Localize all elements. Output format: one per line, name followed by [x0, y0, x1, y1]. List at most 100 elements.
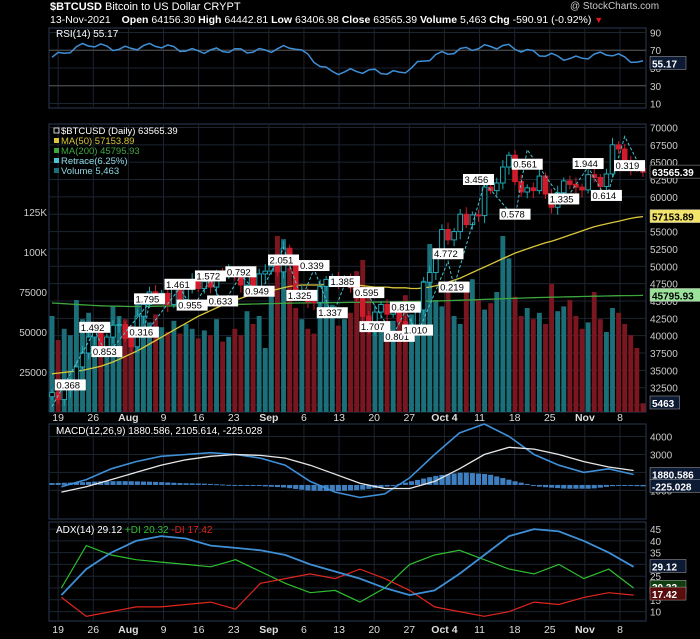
minus-di-badge: 17.42 — [652, 590, 677, 601]
retrace-label-bg — [614, 160, 645, 172]
volume-bar — [104, 336, 110, 412]
macd-histogram-bar — [530, 484, 536, 486]
retrace-label: 0.339 — [300, 261, 324, 272]
x-axis-label-bottom: 19 — [52, 624, 64, 636]
open-label: Open — [121, 14, 149, 26]
chg-label: Chg — [489, 14, 510, 26]
x-axis-label: 6 — [301, 412, 307, 424]
x-axis-label-bottom: Nov — [575, 624, 595, 636]
volume-bar — [543, 324, 548, 412]
macd-histogram-bar — [341, 484, 348, 491]
x-axis-label-bottom: 9 — [161, 624, 167, 636]
candle-body-up — [585, 174, 591, 191]
high-label: High — [198, 14, 222, 26]
macd-histogram-bar — [165, 482, 171, 485]
retrace-label: 1.325 — [288, 291, 312, 302]
macd-histogram-bar — [232, 484, 238, 486]
candle-body-down — [542, 175, 549, 195]
adx-tick-label: 40 — [650, 537, 662, 548]
x-axis-label-bottom: 11 — [474, 624, 485, 636]
chg-value: -590.91 (-0.92%) — [512, 14, 592, 26]
retrace-label-bg — [286, 289, 318, 301]
plus-di-line — [60, 544, 634, 603]
volume-bar — [494, 292, 500, 412]
macd-histogram-bar — [561, 484, 567, 489]
retrace-label: 0.792 — [227, 267, 251, 278]
macd-tick-label: 3000 — [650, 450, 673, 461]
volume-bar — [555, 311, 561, 412]
volume-bar — [518, 316, 524, 412]
volume-bar — [573, 316, 579, 412]
volume-bar — [293, 308, 299, 412]
retrace-label: 0.819 — [391, 303, 415, 314]
price-tick-label: 55000 — [650, 228, 678, 239]
retrace-label-bg — [389, 301, 421, 313]
macd-histogram-bar — [311, 484, 317, 491]
volume-bar — [299, 319, 305, 412]
retrace-label: 0.955 — [178, 301, 202, 312]
retrace-label-bg — [316, 307, 348, 319]
macd-histogram-bar — [482, 473, 488, 485]
candle-body-up — [116, 324, 122, 327]
macd-histogram-bar — [591, 484, 597, 489]
volume-bar — [378, 324, 384, 412]
macd-histogram-bar — [609, 484, 616, 487]
candle-body-down — [164, 292, 171, 305]
legend-swatch — [53, 127, 60, 134]
high-value: 64442.81 — [224, 14, 269, 26]
volume-bar — [305, 328, 311, 412]
macd-hist-badge-bg — [649, 479, 700, 493]
candle-body-down — [274, 265, 281, 273]
rsi-tick-label: 30 — [650, 82, 662, 93]
adx-legend-part: ADX(14) 29.12 — [56, 525, 123, 536]
volume-bar — [238, 335, 244, 412]
macd-histogram-bar — [414, 479, 421, 485]
retrace-label-bg — [79, 321, 111, 333]
macd-histogram-bar — [86, 481, 92, 485]
candle-body-down — [567, 180, 573, 185]
retrace-label: 1.385 — [330, 277, 354, 288]
volume-bar — [366, 287, 372, 412]
retrace-label-bg — [353, 287, 385, 299]
volume-bar — [55, 340, 61, 412]
candle-body-down — [597, 176, 604, 187]
volume-bar — [421, 280, 427, 412]
volume-bar — [579, 328, 585, 412]
macd-histogram-bar — [73, 482, 79, 485]
macd-histogram-bar — [408, 481, 415, 485]
retrace-label: 1.707 — [361, 322, 385, 333]
macd-tick-label: 4000 — [650, 433, 673, 444]
x-axis-label-bottom: 27 — [403, 624, 415, 636]
macd-histogram-bar — [360, 484, 366, 490]
macd-histogram-bar — [421, 478, 427, 485]
macd-histogram-bar — [512, 481, 518, 485]
volume-bar — [616, 312, 622, 412]
volume-bar — [195, 338, 201, 412]
candle-body-down — [122, 324, 128, 339]
volume-bar — [281, 239, 286, 412]
retrace-label-bg — [359, 321, 391, 333]
retrace-label-bg — [243, 285, 275, 297]
instrument-name: Bitcoin to US Dollar — [105, 1, 201, 13]
price-tick-label: 35000 — [650, 366, 678, 377]
volume-bar — [354, 271, 360, 412]
volume-bar — [232, 328, 238, 412]
x-axis-label-bottom: Aug — [118, 624, 138, 636]
adx-value-badge: 29.12 — [652, 563, 677, 574]
volume-bar — [561, 306, 567, 412]
volume-bar — [177, 333, 183, 412]
price-legend-entry: $BTCUSD (Daily) 63565.39 — [61, 126, 178, 137]
macd-histogram-bar — [335, 484, 341, 492]
retrace-label: 1.461 — [166, 280, 190, 291]
macd-histogram-bar — [280, 484, 287, 488]
volume-bar — [311, 333, 317, 412]
x-axis-label-bottom: 23 — [228, 624, 240, 636]
candle-body-up — [49, 392, 55, 398]
volume-bar — [250, 324, 256, 412]
x-axis-label-bottom: 26 — [87, 624, 99, 636]
volume-tick-label: 125K — [24, 208, 48, 219]
macd-histogram-bar — [226, 484, 232, 486]
volume-bar — [214, 319, 219, 412]
retrace-label-bg — [402, 324, 434, 336]
